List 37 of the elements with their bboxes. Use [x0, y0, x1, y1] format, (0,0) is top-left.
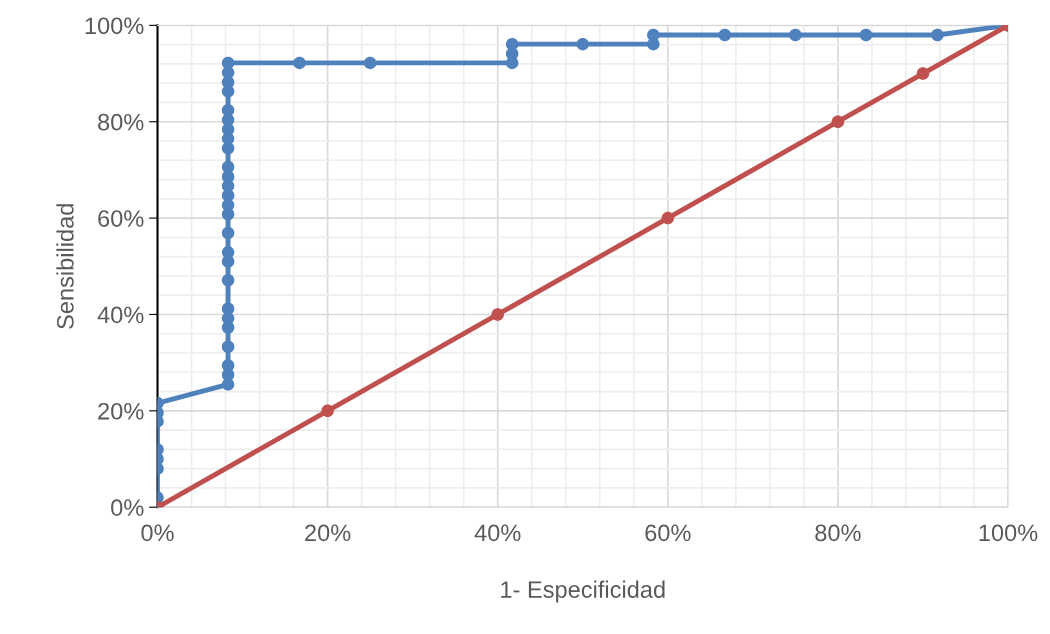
point	[859, 28, 873, 42]
point	[916, 67, 930, 80]
point	[221, 302, 235, 315]
point	[221, 246, 235, 259]
x-axis-title: 1- Especificidad	[501, 580, 665, 603]
point	[221, 359, 235, 372]
x-tick-label: 60%	[645, 524, 691, 542]
x-tick-label: 100%	[979, 524, 1038, 542]
point	[831, 115, 845, 128]
point	[293, 56, 306, 70]
y-tick-label: 80%	[98, 113, 144, 131]
point	[221, 274, 235, 287]
point	[221, 160, 235, 174]
point	[363, 56, 377, 70]
x-tick-label: 0%	[141, 524, 174, 542]
point	[789, 28, 802, 42]
point	[221, 56, 235, 70]
point	[221, 340, 235, 353]
point	[321, 404, 334, 418]
point	[221, 226, 235, 240]
point	[221, 103, 235, 117]
x-tick-label: 20%	[305, 524, 351, 542]
y-tick-label: 20%	[98, 402, 144, 420]
point	[505, 37, 519, 51]
x-tick-label: 80%	[815, 524, 861, 542]
y-tick-label: 100%	[85, 17, 144, 35]
point	[661, 211, 675, 225]
point	[576, 37, 589, 51]
point	[718, 28, 732, 42]
y-tick-label: 40%	[97, 306, 144, 324]
y-tick-label: 0%	[111, 499, 144, 516]
x-tick-label: 40%	[474, 524, 521, 542]
y-tick-label: 60%	[98, 210, 144, 227]
point	[931, 28, 944, 42]
point	[491, 308, 504, 321]
y-axis-title: Sensibilidad	[56, 204, 74, 329]
point	[647, 28, 660, 42]
